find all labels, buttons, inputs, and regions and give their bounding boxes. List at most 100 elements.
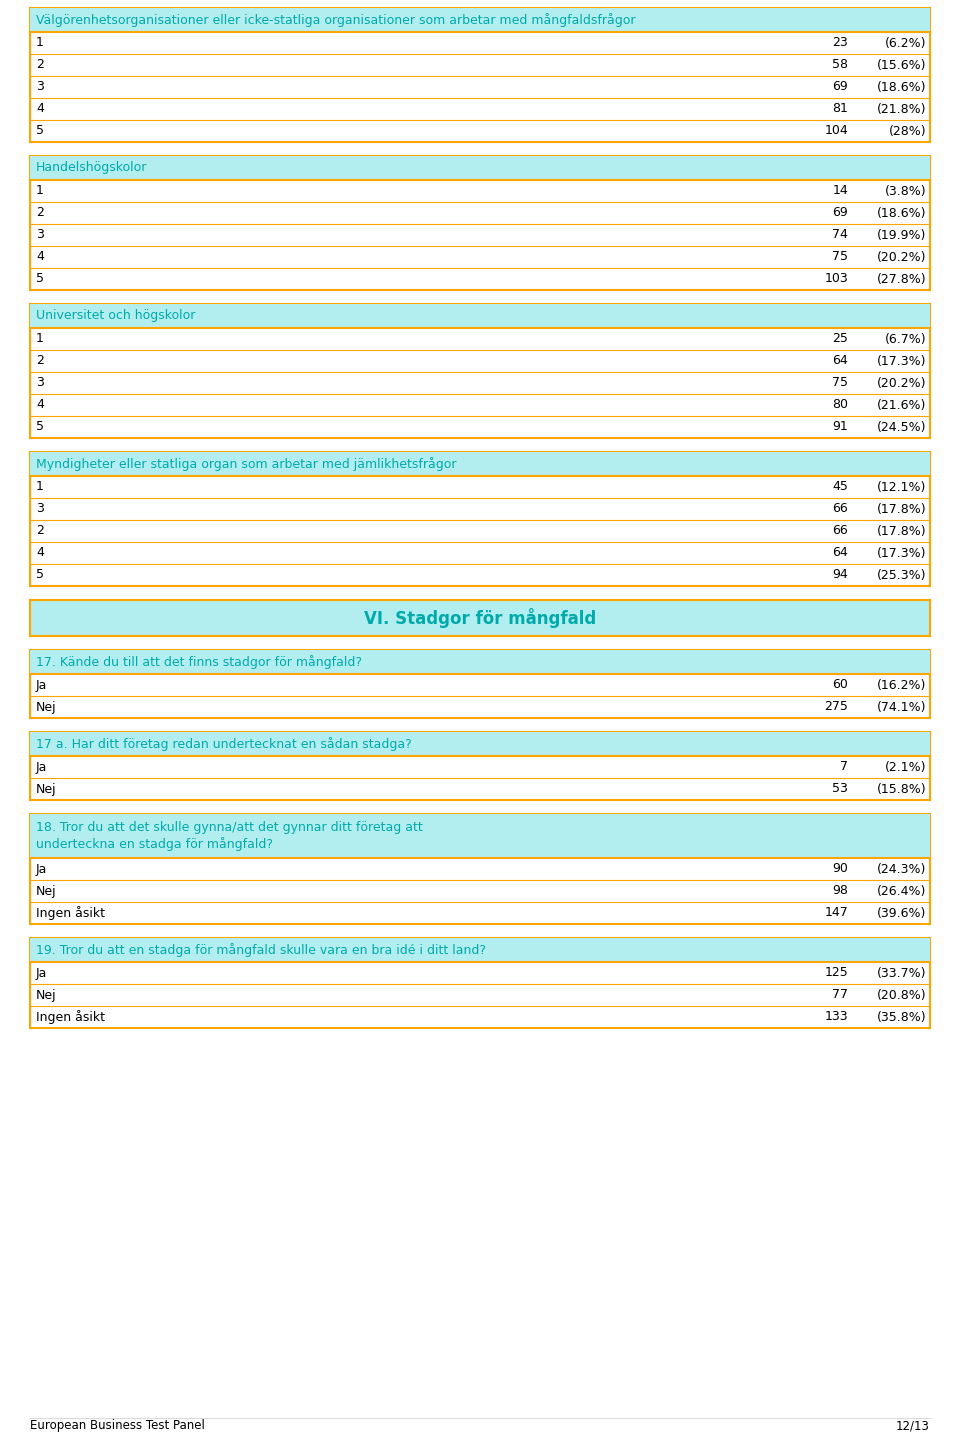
Bar xyxy=(30,650,930,673)
Text: (17.8%): (17.8%) xyxy=(876,524,926,537)
Text: 81: 81 xyxy=(832,103,848,116)
Text: (20.2%): (20.2%) xyxy=(876,376,926,390)
Text: 66: 66 xyxy=(832,502,848,515)
Text: 1: 1 xyxy=(36,481,44,494)
Text: Nej: Nej xyxy=(36,885,57,898)
Text: 7: 7 xyxy=(840,760,848,773)
Text: 3: 3 xyxy=(36,81,44,94)
Text: 2: 2 xyxy=(36,524,44,537)
Text: (39.6%): (39.6%) xyxy=(876,906,926,919)
Bar xyxy=(30,452,930,586)
Text: 53: 53 xyxy=(832,782,848,795)
Text: VI. Stadgor för mångfald: VI. Stadgor för mångfald xyxy=(364,608,596,628)
Text: (26.4%): (26.4%) xyxy=(876,885,926,898)
Text: 19. Tror du att en stadga för mångfald skulle vara en bra idé i ditt land?: 19. Tror du att en stadga för mångfald s… xyxy=(36,943,486,957)
Text: (15.8%): (15.8%) xyxy=(876,782,926,795)
Text: 66: 66 xyxy=(832,524,848,537)
Bar xyxy=(30,599,930,636)
Text: (35.8%): (35.8%) xyxy=(876,1011,926,1024)
Text: 18. Tror du att det skulle gynna/att det gynnar ditt företag att
underteckna en : 18. Tror du att det skulle gynna/att det… xyxy=(36,821,422,851)
Text: 4: 4 xyxy=(36,398,44,411)
Text: 2: 2 xyxy=(36,207,44,220)
Bar xyxy=(30,733,930,756)
Text: 4: 4 xyxy=(36,103,44,116)
Text: 4: 4 xyxy=(36,546,44,559)
Bar xyxy=(30,304,930,329)
Text: 23: 23 xyxy=(832,36,848,49)
Text: (21.8%): (21.8%) xyxy=(876,103,926,116)
Text: 3: 3 xyxy=(36,229,44,242)
Text: Handelshögskolor: Handelshögskolor xyxy=(36,162,148,175)
Text: 91: 91 xyxy=(832,420,848,433)
Text: 64: 64 xyxy=(832,355,848,368)
Text: (74.1%): (74.1%) xyxy=(876,701,926,714)
Bar xyxy=(30,156,930,180)
Text: (20.2%): (20.2%) xyxy=(876,251,926,264)
Text: 1: 1 xyxy=(36,36,44,49)
Text: (21.6%): (21.6%) xyxy=(876,398,926,411)
Text: 14: 14 xyxy=(832,184,848,197)
Text: Ja: Ja xyxy=(36,863,47,876)
Text: (27.8%): (27.8%) xyxy=(876,272,926,285)
Text: 125: 125 xyxy=(825,966,848,979)
Text: (12.1%): (12.1%) xyxy=(876,481,926,494)
Bar xyxy=(30,814,930,859)
Text: Ingen åsikt: Ingen åsikt xyxy=(36,1011,105,1024)
Text: 5: 5 xyxy=(36,272,44,285)
Text: (28%): (28%) xyxy=(888,125,926,138)
Text: 25: 25 xyxy=(832,333,848,346)
Text: (25.3%): (25.3%) xyxy=(876,569,926,582)
Text: 58: 58 xyxy=(832,58,848,71)
Bar xyxy=(30,304,930,437)
Text: 74: 74 xyxy=(832,229,848,242)
Text: 147: 147 xyxy=(825,906,848,919)
Text: 1: 1 xyxy=(36,184,44,197)
Text: (18.6%): (18.6%) xyxy=(876,207,926,220)
Text: 75: 75 xyxy=(832,376,848,390)
Text: (17.3%): (17.3%) xyxy=(876,546,926,559)
Text: Nej: Nej xyxy=(36,782,57,795)
Text: 4: 4 xyxy=(36,251,44,264)
Text: Ja: Ja xyxy=(36,760,47,773)
Text: 75: 75 xyxy=(832,251,848,264)
Text: Nej: Nej xyxy=(36,701,57,714)
Text: 17 a. Har ditt företag redan undertecknat en sådan stadga?: 17 a. Har ditt företag redan underteckna… xyxy=(36,737,412,752)
Text: 5: 5 xyxy=(36,125,44,138)
Text: 1: 1 xyxy=(36,333,44,346)
Text: Ja: Ja xyxy=(36,966,47,979)
Text: (17.8%): (17.8%) xyxy=(876,502,926,515)
Text: 90: 90 xyxy=(832,863,848,876)
Text: Myndigheter eller statliga organ som arbetar med jämlikhetsfrågor: Myndigheter eller statliga organ som arb… xyxy=(36,458,457,471)
Bar xyxy=(30,9,930,32)
Text: (3.8%): (3.8%) xyxy=(884,184,926,197)
Text: 12/13: 12/13 xyxy=(896,1419,930,1432)
Text: 80: 80 xyxy=(832,398,848,411)
Text: 45: 45 xyxy=(832,481,848,494)
Text: Nej: Nej xyxy=(36,989,57,1002)
Text: 64: 64 xyxy=(832,546,848,559)
Text: (33.7%): (33.7%) xyxy=(876,966,926,979)
Text: (15.6%): (15.6%) xyxy=(876,58,926,71)
Text: 2: 2 xyxy=(36,355,44,368)
Bar xyxy=(30,156,930,290)
Text: Ingen åsikt: Ingen åsikt xyxy=(36,906,105,919)
Text: 103: 103 xyxy=(825,272,848,285)
Bar xyxy=(30,938,930,961)
Text: 2: 2 xyxy=(36,58,44,71)
Bar xyxy=(30,733,930,799)
Text: 275: 275 xyxy=(824,701,848,714)
Bar xyxy=(30,814,930,924)
Text: (19.9%): (19.9%) xyxy=(876,229,926,242)
Text: (2.1%): (2.1%) xyxy=(884,760,926,773)
Text: Ja: Ja xyxy=(36,679,47,692)
Text: (18.6%): (18.6%) xyxy=(876,81,926,94)
Text: (20.8%): (20.8%) xyxy=(876,989,926,1002)
Text: (16.2%): (16.2%) xyxy=(876,679,926,692)
Bar xyxy=(30,650,930,718)
Text: (24.3%): (24.3%) xyxy=(876,863,926,876)
Text: 60: 60 xyxy=(832,679,848,692)
Text: 104: 104 xyxy=(825,125,848,138)
Text: (17.3%): (17.3%) xyxy=(876,355,926,368)
Text: 98: 98 xyxy=(832,885,848,898)
Bar xyxy=(30,9,930,142)
